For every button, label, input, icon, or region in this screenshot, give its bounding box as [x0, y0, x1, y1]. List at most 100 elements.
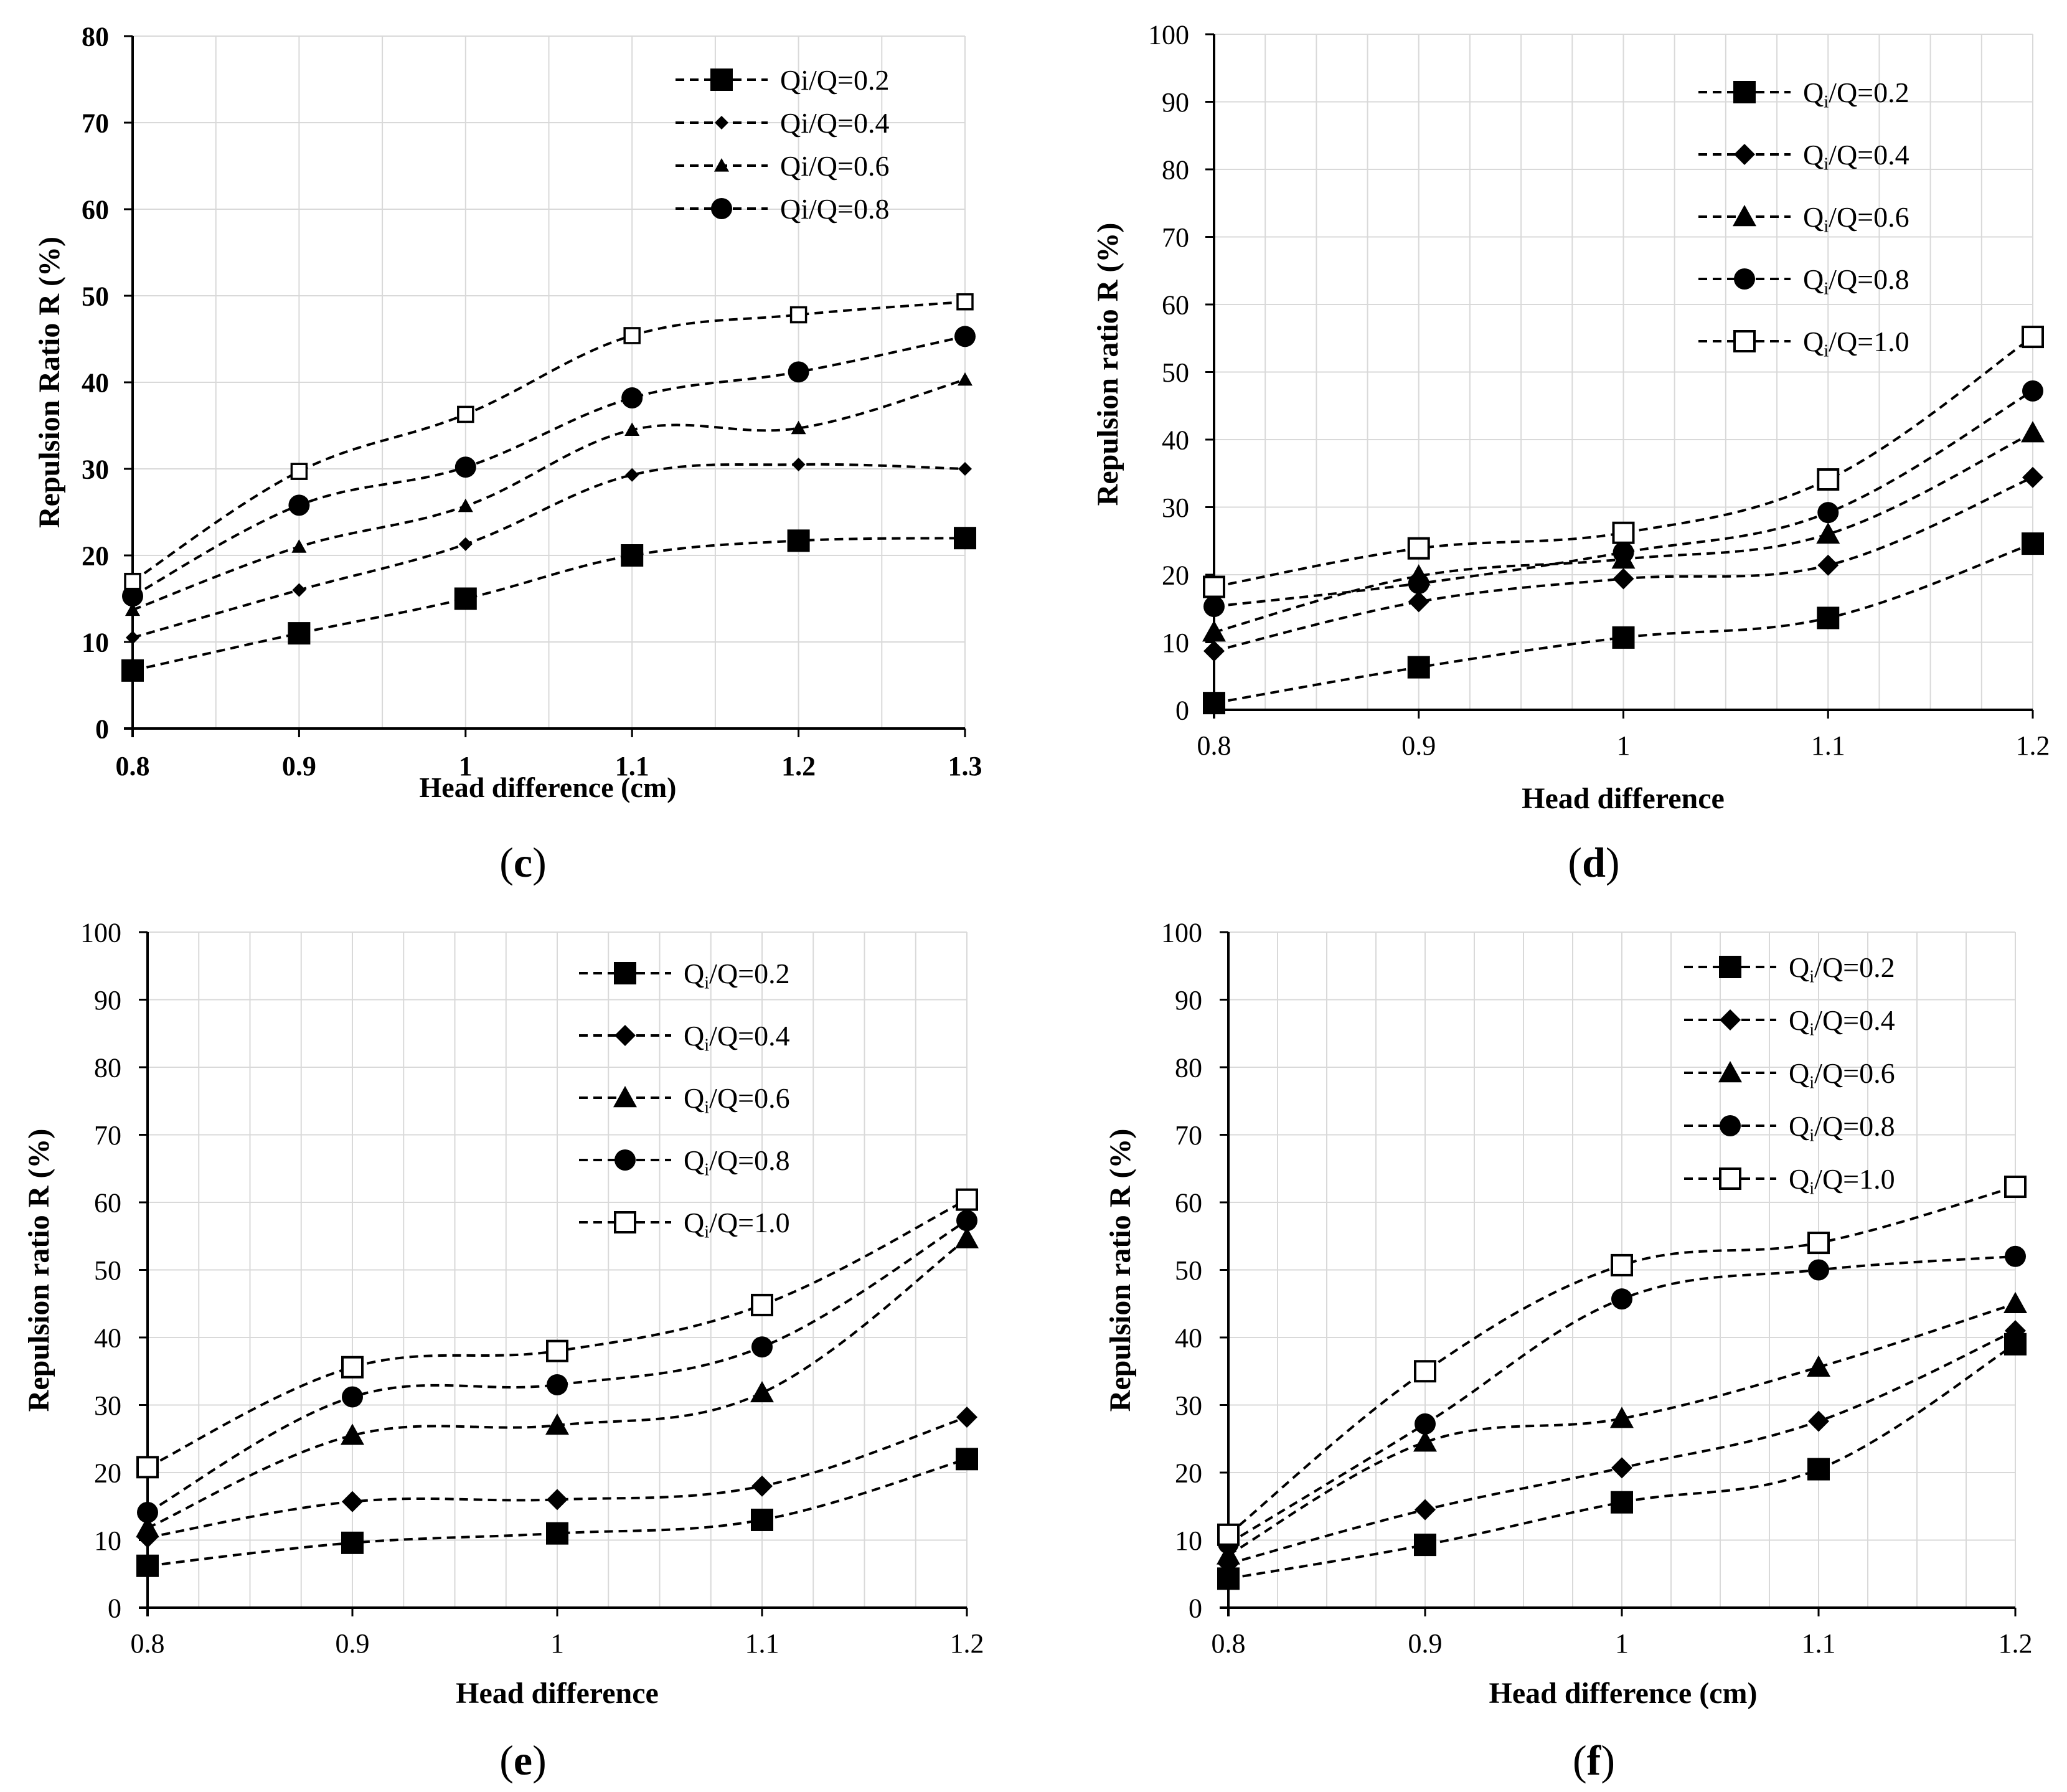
data-point-marker: [137, 1502, 158, 1524]
legend-item: Qi/Q=0.4: [676, 107, 889, 139]
data-point-marker: [454, 587, 477, 610]
y-tick-label: 80: [1162, 154, 1189, 185]
data-point-marker: [122, 585, 143, 607]
y-axis-title: Repulsion Ratio R (%): [33, 237, 66, 528]
data-point-marker: [121, 659, 144, 682]
legend-item: Qi/Q=0.4: [579, 1020, 790, 1055]
y-tick-label: 30: [1162, 493, 1189, 523]
data-point-marker: [956, 1188, 978, 1211]
x-tick-label: 0.9: [1408, 1628, 1443, 1659]
legend-item: Qi/Q=0.2: [1684, 951, 1895, 986]
data-point-marker: [1611, 1288, 1632, 1310]
data-point-marker: [954, 527, 976, 550]
x-tick-label: 1.2: [2016, 730, 2050, 761]
data-point-marker: [288, 622, 311, 645]
x-tick-label: 1.2: [950, 1628, 984, 1659]
legend: Qi/Q=0.2 Qi/Q=0.4 Qi/Q=0.6 Qi/Q=0.8 Qi/Q=1.0: [1698, 77, 1909, 361]
x-tick-label: 1.1: [1802, 1628, 1836, 1659]
data-point-marker: [1613, 542, 1634, 564]
legend-label: Qi/Q=0.6: [684, 1082, 790, 1117]
legend-item: Qi/Q=0.4: [1698, 139, 1909, 174]
legend-marker: [1734, 268, 1755, 290]
series-2: [1203, 466, 2043, 662]
data-point-marker: [787, 529, 810, 552]
legend-label: Qi/Q=0.8: [684, 1144, 790, 1179]
data-point-marker: [2003, 1291, 2027, 1313]
data-point-marker: [1413, 1430, 1437, 1452]
data-point-marker: [621, 387, 643, 409]
x-axis-title: Head difference (cm): [1489, 1677, 1758, 1710]
legend-marker: [1720, 1009, 1741, 1030]
legend-marker: [614, 1211, 636, 1233]
data-point-marker: [791, 420, 806, 435]
y-tick-label: 40: [82, 367, 109, 398]
legend-item: Qi/Q=0.6: [1698, 201, 1909, 236]
series-3: [136, 1227, 979, 1538]
legend-item: Qi/Q=1.0: [1698, 326, 1909, 361]
y-tick-label: 70: [94, 1120, 121, 1151]
data-point-marker: [956, 293, 974, 311]
legend-label: Qi/Q=1.0: [684, 1207, 790, 1242]
legend-item: Qi/Q=1.0: [579, 1207, 790, 1242]
legend-item: Qi/Q=0.8: [676, 193, 889, 225]
gridlines: [1213, 34, 2033, 710]
y-tick-label: 90: [1175, 985, 1202, 1016]
legend-label: Qi/Q=0.4: [1789, 1004, 1895, 1039]
y-tick-label: 40: [1162, 425, 1189, 455]
series-line: [147, 1458, 968, 1567]
y-tick-label: 40: [1175, 1323, 1202, 1353]
data-point-marker: [1612, 521, 1635, 544]
x-tick-label: 1: [550, 1628, 564, 1659]
y-tick-label: 10: [1175, 1526, 1202, 1556]
data-point-marker: [547, 1489, 568, 1511]
data-point-marker: [621, 544, 644, 567]
data-point-marker: [1415, 1413, 1436, 1435]
data-point-marker: [956, 1210, 977, 1232]
data-point-marker: [1414, 1534, 1436, 1557]
y-tick-label: 70: [1175, 1120, 1202, 1151]
series-1: [121, 527, 976, 682]
legend: Qi/Q=0.2 Qi/Q=0.4 Qi/Q=0.6 Qi/Q=0.8: [676, 64, 889, 225]
chart-panel-c: 0 10 20 30 40 50 60 70 80 0.8 0.9 1 1.1 1.2 1.3 Head di…: [33, 21, 982, 886]
data-point-marker: [2022, 532, 2044, 555]
data-point-marker: [2022, 466, 2043, 488]
x-tick-label: 1.1: [745, 1628, 779, 1659]
series-line: [1213, 390, 2034, 608]
data-point-marker: [1817, 606, 1840, 630]
y-tick-label: 20: [1175, 1458, 1202, 1488]
x-axis-title: Head difference (cm): [420, 771, 677, 803]
legend-label: Qi/Q=0.8: [780, 193, 889, 225]
data-point-marker: [750, 1380, 774, 1403]
series-3: [125, 372, 972, 616]
y-tick-label: 10: [94, 1526, 121, 1556]
x-tick-label: 0.9: [336, 1628, 370, 1659]
data-point-marker: [1808, 1410, 1829, 1432]
legend-label: Qi/Q=0.4: [780, 107, 889, 139]
x-tick-label: 1.2: [1999, 1628, 2033, 1659]
y-tick-label: 20: [82, 540, 109, 571]
data-point-marker: [2005, 1245, 2026, 1267]
series-line: [132, 378, 966, 611]
legend-marker: [613, 1086, 637, 1108]
data-point-marker: [290, 463, 308, 480]
y-tick-label: 100: [80, 917, 121, 948]
legend-item: Qi/Q=0.2: [676, 64, 889, 96]
data-point-marker: [751, 1475, 773, 1497]
legend-item: Qi/Q=0.8: [1684, 1110, 1895, 1145]
data-point-marker: [1817, 502, 1839, 524]
legend-marker: [614, 1149, 636, 1171]
y-tick-label: 50: [94, 1255, 121, 1286]
chart-panel-f: 0 10 20 30 40 50 60 70 80 90 100 0.8 0.9 1 1.1 1.2 Head …: [1104, 917, 2033, 1784]
legend-marker: [710, 68, 733, 91]
data-point-marker: [124, 572, 141, 590]
legend-label: Qi/Q=0.4: [1803, 139, 1909, 174]
data-point-marker: [1613, 568, 1634, 590]
series-line: [147, 1219, 968, 1514]
data-point-marker: [1611, 1253, 1633, 1276]
data-point-marker: [751, 1336, 773, 1358]
legend-label: Qi/Q=0.2: [1803, 77, 1909, 111]
y-tick-label: 60: [1162, 290, 1189, 320]
series-line: [132, 537, 966, 672]
legend-marker: [1733, 205, 1756, 227]
data-point-marker: [1203, 575, 1225, 598]
